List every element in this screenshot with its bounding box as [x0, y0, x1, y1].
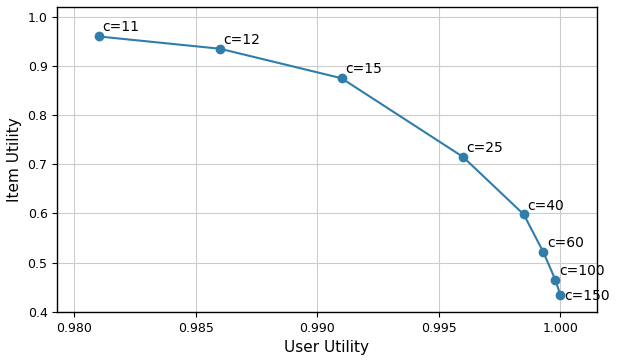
Text: c=100: c=100	[559, 264, 604, 278]
Y-axis label: Item Utility: Item Utility	[7, 117, 22, 202]
Text: c=40: c=40	[528, 199, 564, 213]
Text: c=15: c=15	[345, 62, 382, 76]
Text: c=25: c=25	[467, 141, 503, 155]
Text: c=12: c=12	[224, 33, 260, 47]
X-axis label: User Utility: User Utility	[285, 340, 370, 355]
Text: c=60: c=60	[547, 236, 583, 250]
Text: c=11: c=11	[102, 21, 139, 34]
Text: c=150: c=150	[564, 290, 609, 303]
